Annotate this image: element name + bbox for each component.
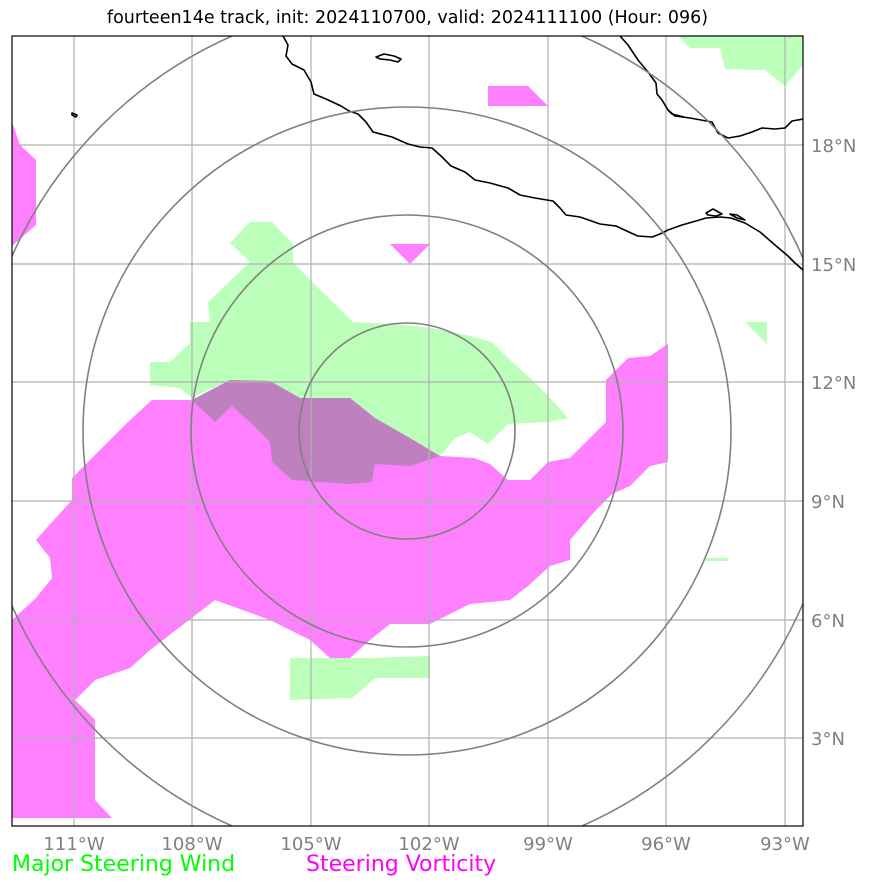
vorticity-area-north-rect [488, 86, 548, 106]
wind-area-central [150, 222, 568, 456]
lon-tick-99w: 99°W [523, 834, 573, 855]
range-ring-2 [190, 214, 624, 648]
lon-ticks: 111°W 108°W 105°W 102°W 99°W 96°W 93°W [43, 834, 810, 855]
graticule [12, 36, 803, 826]
wind-area-east [745, 322, 767, 344]
island-north [375, 53, 402, 63]
plot-frame [11, 35, 804, 827]
wind-area-east-sliver [706, 558, 728, 561]
island-east [705, 208, 723, 217]
coastline-mexico [282, 36, 803, 271]
steering-wind-areas [150, 36, 803, 700]
lat-tick-6n: 6°N [811, 611, 845, 632]
island-west [71, 112, 78, 118]
bay-east [729, 213, 746, 221]
lon-tick-96w: 96°W [641, 834, 691, 855]
range-rings [12, 36, 803, 826]
lat-tick-15n: 15°N [811, 255, 856, 276]
lon-tick-93w: 93°W [760, 834, 810, 855]
lat-tick-9n: 9°N [811, 492, 845, 513]
overlap-area [192, 380, 440, 484]
range-ring-1 [298, 322, 516, 540]
lat-tick-3n: 3°N [811, 729, 845, 750]
lat-ticks: 18°N 15°N 12°N 9°N 6°N 3°N [811, 136, 856, 750]
lon-tick-102w: 102°W [398, 834, 459, 855]
lagoon-north [667, 109, 685, 118]
wind-area-northeast [678, 36, 803, 86]
vorticity-area-west-edge [12, 122, 36, 246]
map-plot-area [12, 36, 803, 826]
steering-vorticity-areas [12, 86, 668, 818]
legend-steering-wind: Major Steering Wind [12, 852, 236, 877]
lon-tick-108w: 108°W [161, 834, 222, 855]
vorticity-area-main [12, 344, 668, 818]
map-title: fourteen14e track, init: 2024110700, val… [106, 8, 709, 28]
coastline [71, 36, 803, 271]
lon-tick-111w: 111°W [43, 834, 104, 855]
range-ring-3 [82, 106, 732, 756]
legend-steering-vorticity: Steering Vorticity [306, 852, 497, 877]
vorticity-area-north-triangle [390, 244, 430, 264]
lat-tick-12n: 12°N [811, 373, 856, 394]
wind-area-south [290, 656, 430, 700]
lon-tick-105w: 105°W [280, 834, 341, 855]
lat-tick-18n: 18°N [811, 136, 856, 157]
